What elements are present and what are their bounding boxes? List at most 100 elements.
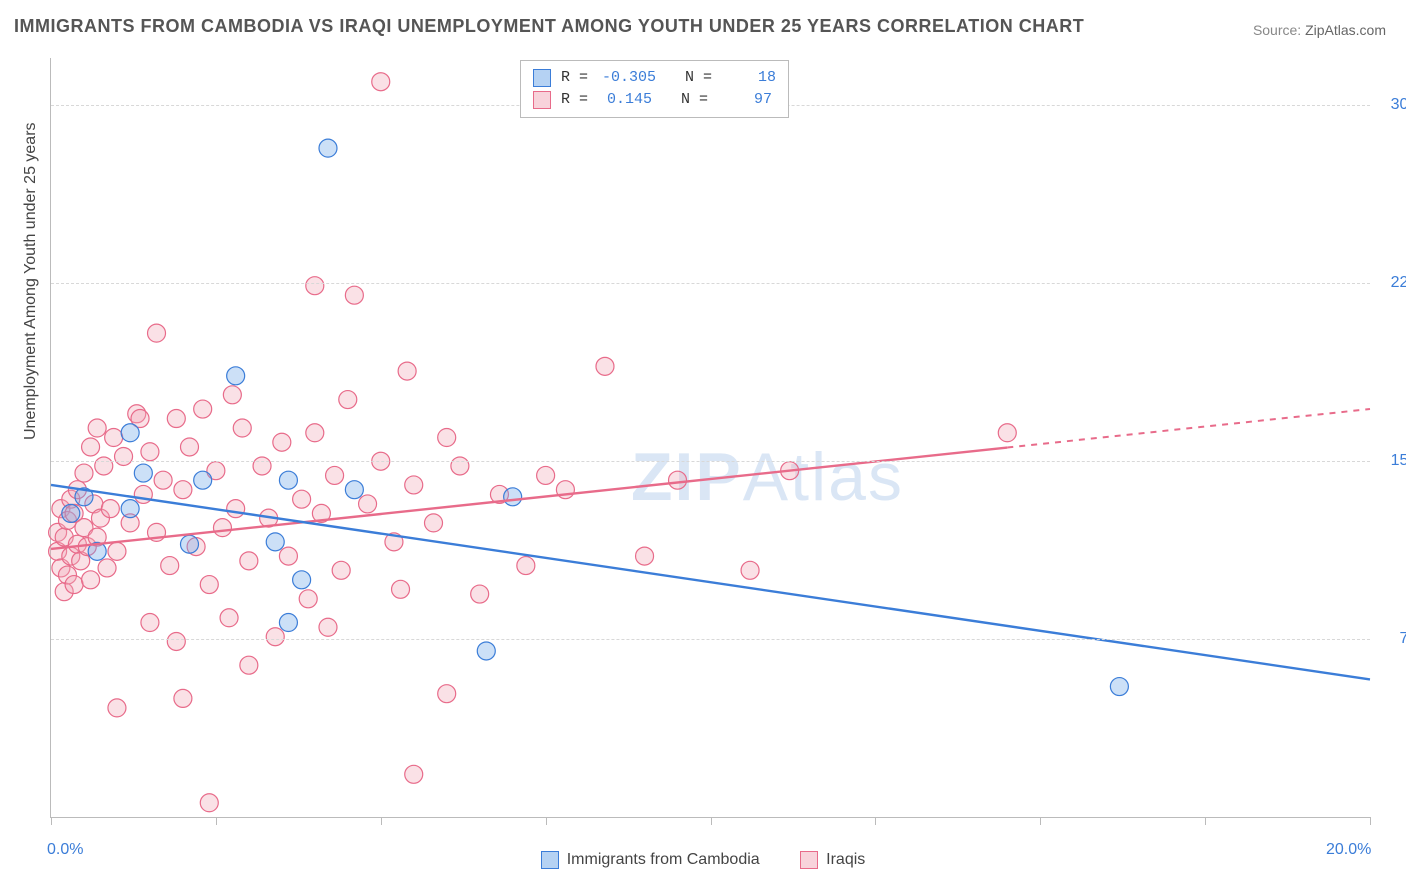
swatch-cambodia-bottom	[541, 851, 559, 869]
data-point	[636, 547, 654, 565]
data-point	[200, 794, 218, 812]
swatch-cambodia	[533, 69, 551, 87]
data-point	[148, 324, 166, 342]
data-point	[98, 559, 116, 577]
trend-line	[51, 485, 1370, 679]
r-value-cambodia: -0.305	[602, 67, 656, 89]
data-point	[359, 495, 377, 513]
data-point	[65, 576, 83, 594]
data-point	[82, 438, 100, 456]
x-tick	[711, 817, 712, 825]
data-point	[233, 419, 251, 437]
correlation-legend: R = -0.305 N = 18 R = 0.145 N = 97	[520, 60, 789, 118]
data-point	[121, 424, 139, 442]
n-label: N =	[685, 67, 712, 89]
data-point	[306, 277, 324, 295]
r-value-iraqis: 0.145	[602, 89, 652, 111]
data-point	[279, 471, 297, 489]
trend-line-extrapolated	[1007, 409, 1370, 447]
data-point	[220, 609, 238, 627]
data-point	[108, 699, 126, 717]
data-point	[451, 457, 469, 475]
n-value-iraqis: 97	[722, 89, 772, 111]
data-point	[180, 438, 198, 456]
y-tick-label: 15.0%	[1376, 452, 1406, 470]
r-label: R =	[561, 67, 588, 89]
n-value-cambodia: 18	[726, 67, 776, 89]
data-point	[75, 464, 93, 482]
data-point	[345, 481, 363, 499]
x-tick	[1205, 817, 1206, 825]
data-point	[266, 533, 284, 551]
data-point	[253, 457, 271, 475]
data-point	[319, 139, 337, 157]
data-point	[517, 557, 535, 575]
data-point	[741, 561, 759, 579]
legend-label-iraqis: Iraqis	[826, 851, 865, 869]
data-point	[108, 542, 126, 560]
data-point	[194, 400, 212, 418]
data-point	[141, 443, 159, 461]
data-point	[306, 424, 324, 442]
data-point	[227, 367, 245, 385]
data-point	[115, 447, 133, 465]
data-point	[240, 656, 258, 674]
data-point	[223, 386, 241, 404]
data-point	[62, 504, 80, 522]
data-point	[293, 490, 311, 508]
legend-label-cambodia: Immigrants from Cambodia	[567, 851, 760, 869]
y-axis-label: Unemployment Among Youth under 25 years	[22, 122, 40, 440]
data-point	[134, 485, 152, 503]
data-point	[319, 618, 337, 636]
x-tick	[1040, 817, 1041, 825]
data-point	[141, 614, 159, 632]
data-point	[101, 500, 119, 518]
data-point	[1110, 678, 1128, 696]
x-tick	[51, 817, 52, 825]
data-point	[105, 429, 123, 447]
data-point	[194, 471, 212, 489]
legend-row-cambodia: R = -0.305 N = 18	[533, 67, 776, 89]
data-point	[326, 466, 344, 484]
data-point	[998, 424, 1016, 442]
data-point	[227, 500, 245, 518]
series-legend: Immigrants from Cambodia Iraqis	[0, 851, 1406, 874]
trend-line	[51, 448, 1007, 549]
chart-title: IMMIGRANTS FROM CAMBODIA VS IRAQI UNEMPL…	[14, 16, 1084, 37]
x-tick	[546, 817, 547, 825]
data-point	[537, 466, 555, 484]
data-point	[174, 481, 192, 499]
data-point	[398, 362, 416, 380]
data-point	[392, 580, 410, 598]
data-point	[88, 419, 106, 437]
x-tick	[381, 817, 382, 825]
legend-item-cambodia: Immigrants from Cambodia	[541, 851, 760, 869]
data-point	[339, 391, 357, 409]
source-label: Source:	[1253, 22, 1301, 38]
gridline	[51, 461, 1370, 462]
n-label: N =	[681, 89, 708, 111]
data-point	[200, 576, 218, 594]
data-point	[213, 519, 231, 537]
data-point	[596, 357, 614, 375]
source-value: ZipAtlas.com	[1305, 22, 1386, 38]
data-point	[293, 571, 311, 589]
y-tick-label: 30.0%	[1376, 96, 1406, 114]
data-point	[167, 410, 185, 428]
plot-svg	[51, 58, 1370, 817]
data-point	[438, 685, 456, 703]
scatter-plot-area: ZIPAtlas 7.5%15.0%22.5%30.0%0.0%20.0%	[50, 58, 1370, 818]
gridline	[51, 283, 1370, 284]
source-attribution: Source: ZipAtlas.com	[1253, 22, 1386, 38]
data-point	[477, 642, 495, 660]
swatch-iraqis	[533, 91, 551, 109]
x-tick	[875, 817, 876, 825]
data-point	[154, 471, 172, 489]
x-tick	[216, 817, 217, 825]
data-point	[240, 552, 258, 570]
data-point	[669, 471, 687, 489]
data-point	[161, 557, 179, 575]
data-point	[299, 590, 317, 608]
data-point	[279, 547, 297, 565]
data-point	[174, 689, 192, 707]
